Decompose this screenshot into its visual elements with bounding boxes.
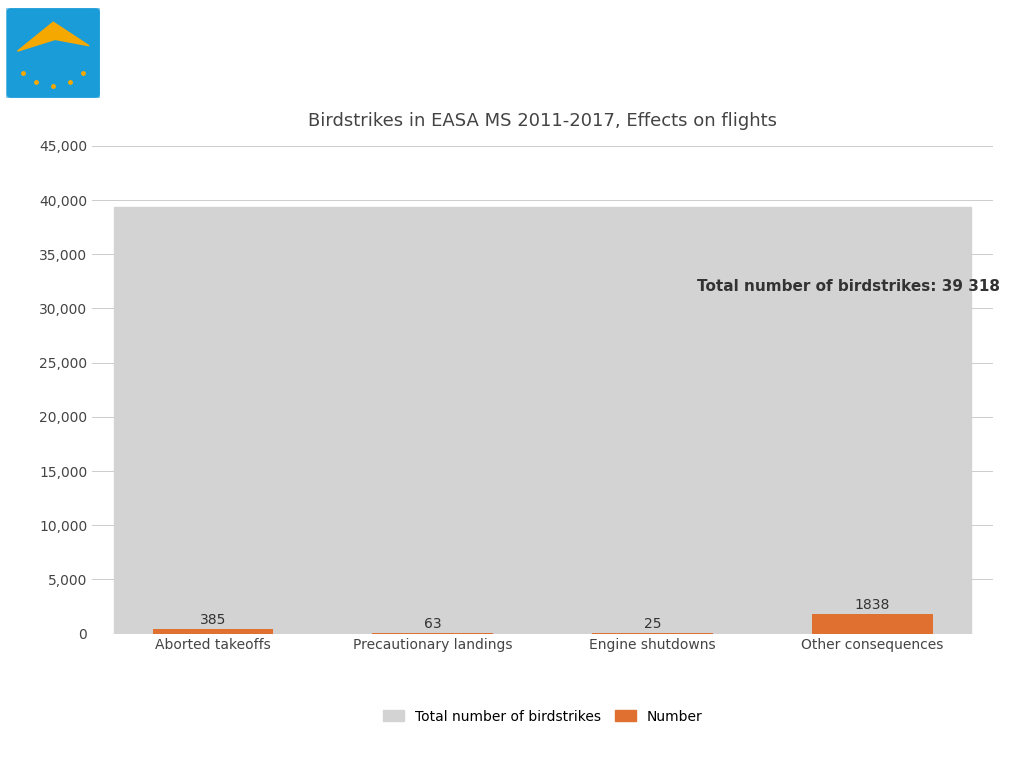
Text: WBA CONFERENCE, 19 - 21 November 2018, Warsaw, POLAND: WBA CONFERENCE, 19 - 21 November 2018, W…	[229, 730, 795, 748]
Polygon shape	[17, 22, 89, 51]
Legend: Total number of birdstrikes, Number: Total number of birdstrikes, Number	[378, 704, 708, 729]
Text: 19/11/2018: 19/11/2018	[20, 730, 124, 748]
Text: Total number of birdstrikes: 39 318: Total number of birdstrikes: 39 318	[696, 280, 999, 294]
Bar	[153, 630, 273, 634]
Title: Birdstrikes in EASA MS 2011-2017, Effects on flights: Birdstrikes in EASA MS 2011-2017, Effect…	[308, 112, 777, 131]
Text: 63: 63	[424, 617, 441, 631]
Text: 25: 25	[644, 617, 662, 631]
Bar	[114, 207, 972, 634]
Text: 385: 385	[200, 614, 226, 627]
Text: ECR Birdstrike data – Effects on flights: ECR Birdstrike data – Effects on flights	[118, 34, 964, 71]
Bar	[812, 614, 933, 634]
Text: 18: 18	[981, 730, 1004, 748]
FancyBboxPatch shape	[5, 7, 101, 99]
Text: 1838: 1838	[855, 598, 890, 611]
